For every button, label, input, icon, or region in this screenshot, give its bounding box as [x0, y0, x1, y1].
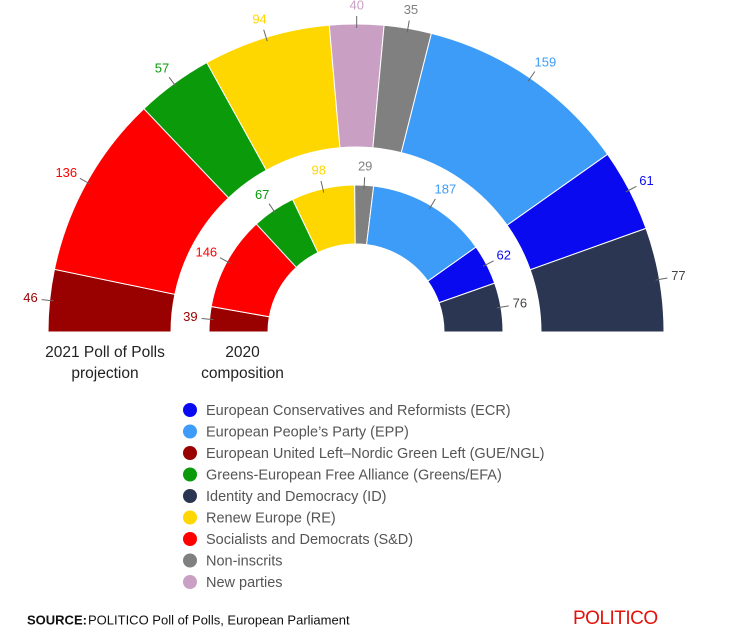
label-tick	[201, 318, 214, 321]
legend-swatch	[183, 553, 197, 568]
label-tick	[263, 29, 268, 42]
label-tick	[219, 257, 231, 264]
value-label: 39	[183, 309, 197, 324]
legend-label: Renew Europe (RE)	[206, 510, 336, 526]
label-tick	[527, 71, 536, 82]
legend-label: Socialists and Democrats (S&D)	[206, 532, 413, 548]
chart-title: 2021 Poll of Polls projection	[45, 344, 165, 382]
value-label: 57	[155, 61, 169, 76]
value-label: 146	[195, 244, 217, 259]
brand: POLITICO	[573, 608, 658, 629]
label-tick	[625, 185, 637, 193]
source-label: SOURCE:	[27, 612, 87, 627]
legend-label: Identity and Democracy (ID)	[206, 489, 387, 505]
label-tick	[168, 76, 177, 88]
value-label: 94	[252, 12, 266, 27]
legend-swatch	[183, 489, 197, 503]
value-label: 77	[671, 268, 685, 283]
seat-segment	[438, 282, 504, 333]
legend-swatch	[183, 575, 197, 589]
value-label: 76	[513, 296, 527, 311]
value-label: 29	[358, 159, 372, 174]
label-tick	[268, 203, 277, 214]
legend-label: Non-inscrits	[206, 553, 283, 569]
legend-swatch	[183, 424, 197, 439]
label-tick	[320, 180, 325, 193]
value-label: 62	[497, 248, 511, 263]
label-tick	[363, 177, 366, 190]
legend-label: European Conservatives and Reformists (E…	[206, 403, 511, 419]
value-label: 136	[55, 165, 77, 180]
value-label: 187	[435, 182, 457, 197]
legend-label: European United Left–Nordic Green Left (…	[206, 446, 545, 462]
legend-label: New parties	[206, 575, 283, 591]
value-label: 35	[404, 2, 418, 17]
value-label: 67	[255, 187, 269, 202]
value-label: 159	[534, 55, 556, 70]
label-tick	[496, 305, 509, 309]
chart-title: 2020 composition	[201, 344, 284, 382]
label-tick	[79, 177, 91, 185]
legend-swatch	[183, 510, 197, 525]
label-tick	[482, 260, 494, 267]
value-label: 98	[312, 163, 326, 178]
value-label: 61	[639, 173, 653, 188]
label-tick	[41, 299, 54, 302]
legend-swatch	[183, 403, 197, 417]
legend-swatch	[183, 446, 197, 460]
label-tick	[428, 198, 436, 210]
legend-label: Greens-European Free Alliance (Greens/EF…	[206, 467, 502, 483]
label-tick	[655, 277, 668, 281]
source: POLITICO Poll of Polls, European Parliam…	[88, 612, 350, 627]
seat-segment	[529, 227, 665, 333]
label-tick	[406, 20, 410, 33]
legend-label: European People’s Party (EPP)	[206, 424, 409, 440]
legend-swatch	[183, 532, 197, 546]
value-label: 46	[23, 290, 37, 305]
value-label: 40	[349, 0, 363, 12]
legend-swatch	[183, 467, 197, 482]
